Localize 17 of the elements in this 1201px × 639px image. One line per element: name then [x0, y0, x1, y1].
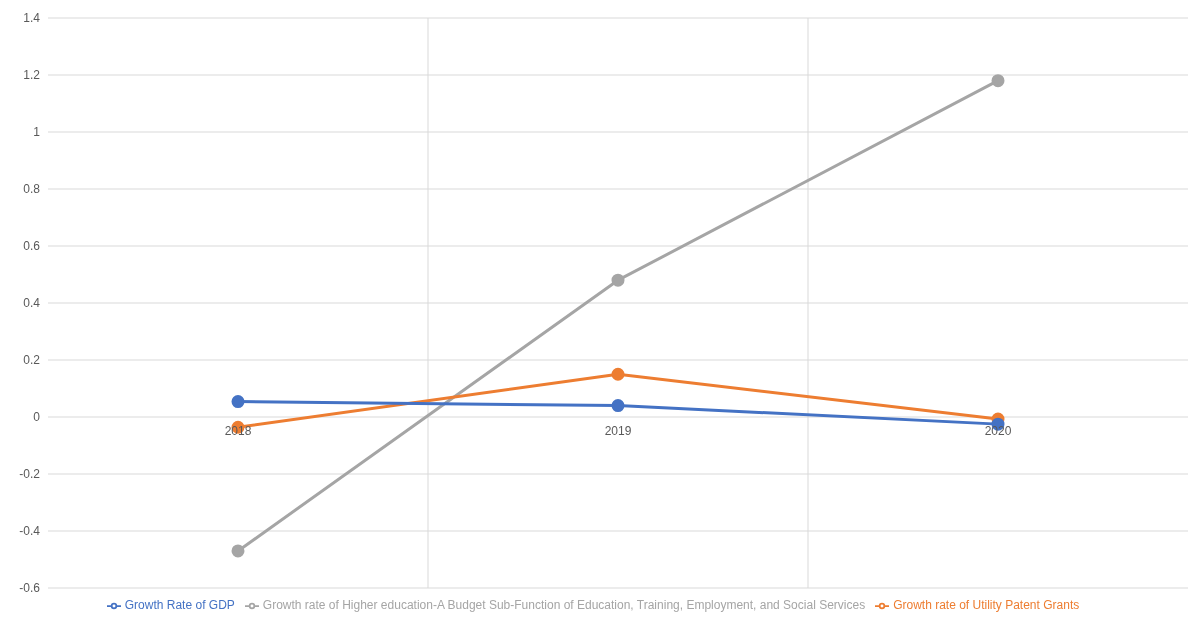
y-tick-label: 0	[33, 410, 41, 425]
y-tick-label: 1.2	[23, 68, 41, 83]
y-tick-label: -0.6	[19, 581, 41, 596]
y-tick-label: 1.4	[23, 11, 41, 26]
y-tick-label: 0.2	[23, 353, 41, 368]
y-tick-label: -0.2	[19, 467, 41, 482]
y-tick-label: 0.4	[23, 296, 41, 311]
legend-label: Growth rate of Higher education-A Budget Sub-Function of Education, Training, Employment, and Social Services	[262, 598, 866, 612]
legend-label: Growth Rate of GDP	[124, 598, 235, 612]
x-tick-label: 2020	[984, 424, 1012, 438]
x-tick-label: 2018	[224, 424, 252, 438]
y-tick-label: -0.4	[19, 524, 41, 539]
y-tick-label: 0.6	[23, 239, 41, 254]
y-tick-label: 0.8	[23, 182, 41, 197]
x-tick-label: 2019	[604, 424, 632, 438]
legend-label: Growth rate of Utility Patent Grants	[893, 598, 1080, 612]
y-tick-label: 1	[33, 125, 41, 140]
